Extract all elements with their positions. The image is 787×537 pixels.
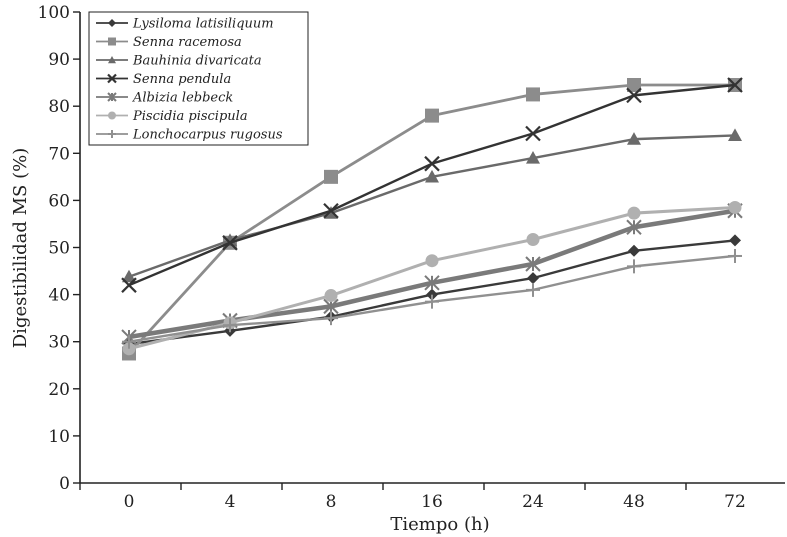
marker-plus <box>526 282 540 297</box>
y-axis-title: Digestibilidad MS (%) <box>10 148 31 349</box>
marker-square <box>627 78 641 93</box>
x-axis: 0 4 8 16 24 48 72 <box>79 482 785 512</box>
marker-x <box>727 77 743 93</box>
marker-plus <box>108 130 116 138</box>
marker-square <box>108 37 116 46</box>
series-line <box>128 208 736 340</box>
marker-triangle <box>108 56 116 64</box>
legend-label: Senna pendula <box>133 72 231 87</box>
marker-square <box>526 87 540 102</box>
legend-item: Bauhinia divaricata <box>96 54 262 69</box>
marker-plus <box>324 311 338 326</box>
marker-stroke <box>525 125 541 142</box>
series-senna-pendula <box>121 77 743 293</box>
marker-plus <box>223 318 237 333</box>
y-tick-label: 90 <box>48 50 70 70</box>
legend-item: Piscidia piscipula <box>96 109 248 124</box>
marker-plus <box>425 294 439 309</box>
y-tick-label: 100 <box>38 3 70 23</box>
marker-circle <box>122 342 136 356</box>
y-tick-label: 40 <box>48 286 70 306</box>
marker-asterisk <box>107 92 117 102</box>
legend-label: Albizia lebbeck <box>132 91 233 106</box>
series-lonchocarpus-rugosus <box>122 248 742 349</box>
marker-diamond <box>527 272 539 285</box>
marker-stroke <box>121 277 137 293</box>
marker-stroke <box>323 202 339 219</box>
legend-item: Albizia lebbeck <box>96 91 233 106</box>
legend-items: Lysiloma latisiliquum Senna racemosa Bauhi… <box>96 17 283 143</box>
x-tick-label: 0 <box>124 492 135 512</box>
marker-circle <box>526 232 540 246</box>
marker-circle <box>728 200 742 214</box>
marker-stroke <box>424 155 440 172</box>
x-axis-title: Tiempo (h) <box>390 514 489 535</box>
y-tick-label: 0 <box>59 474 70 494</box>
legend: Lysiloma latisiliquum Senna racemosa Bauhi… <box>88 11 309 146</box>
legend-item: Senna racemosa <box>96 35 242 50</box>
marker-x <box>626 87 642 104</box>
y-tick-label: 70 <box>48 144 70 164</box>
marker-plus <box>122 334 136 349</box>
y-tick-label: 60 <box>48 191 70 211</box>
legend-label: Lonchocarpus rugosus <box>132 128 283 143</box>
marker-x <box>525 125 541 142</box>
y-tick-label: 50 <box>48 239 70 259</box>
legend-label: Lysiloma latisiliquum <box>132 17 274 32</box>
marker-asterisk <box>626 219 642 235</box>
marker-plus <box>627 259 641 274</box>
legend-item: Senna pendula <box>96 72 231 87</box>
marker-stroke <box>626 87 642 104</box>
legend-label: Bauhinia divaricata <box>132 54 262 69</box>
y-axis: 0 10 20 30 40 50 60 70 80 90 100 <box>38 3 81 494</box>
marker-x <box>424 155 440 172</box>
x-ticks: 0 4 8 16 24 48 72 <box>79 483 746 512</box>
marker-x <box>222 235 238 251</box>
marker-circle <box>108 111 116 120</box>
y-tick-label: 10 <box>48 427 70 447</box>
marker-diamond <box>729 234 741 247</box>
x-tick-label: 72 <box>724 492 746 512</box>
x-tick-label: 4 <box>225 492 236 512</box>
marker-x <box>107 73 117 84</box>
series-lysiloma-latisiliquum <box>123 234 741 351</box>
marker-asterisk <box>525 256 541 272</box>
x-tick-label: 48 <box>623 492 645 512</box>
marker-triangle <box>627 132 641 145</box>
marker-stroke <box>727 77 743 93</box>
x-tick-label: 16 <box>421 492 443 512</box>
marker-circle <box>425 254 439 268</box>
marker-x <box>121 277 137 293</box>
marker-circle <box>627 206 641 220</box>
marker-square <box>324 169 338 184</box>
marker-circle <box>324 289 338 303</box>
x-tick-label: 24 <box>522 492 544 512</box>
series-albizia-lebbeck <box>121 203 743 345</box>
marker-square <box>425 108 439 123</box>
marker-stroke <box>107 73 117 84</box>
marker-triangle <box>425 169 439 183</box>
marker-diamond <box>108 19 116 27</box>
marker-plus <box>728 248 742 263</box>
y-tick-label: 30 <box>48 333 70 353</box>
y-tick-label: 80 <box>48 97 70 117</box>
marker-stroke <box>222 235 238 251</box>
legend-label: Senna racemosa <box>133 35 242 50</box>
marker-triangle <box>728 128 742 142</box>
marker-triangle <box>526 151 540 164</box>
x-tick-label: 8 <box>326 492 337 512</box>
legend-item: Lysiloma latisiliquum <box>96 17 274 32</box>
series-bauhinia-divaricata <box>122 128 742 283</box>
legend-item: Lonchocarpus rugosus <box>96 128 283 143</box>
y-ticks: 0 10 20 30 40 50 60 70 80 90 100 <box>38 3 80 494</box>
marker-triangle <box>122 269 136 283</box>
marker-diamond <box>426 288 438 301</box>
marker-diamond <box>628 244 640 257</box>
marker-asterisk <box>424 275 440 291</box>
y-tick-label: 20 <box>48 380 70 400</box>
series-layer <box>121 77 743 361</box>
marker-x <box>323 202 339 219</box>
legend-label: Piscidia piscipula <box>132 109 248 124</box>
